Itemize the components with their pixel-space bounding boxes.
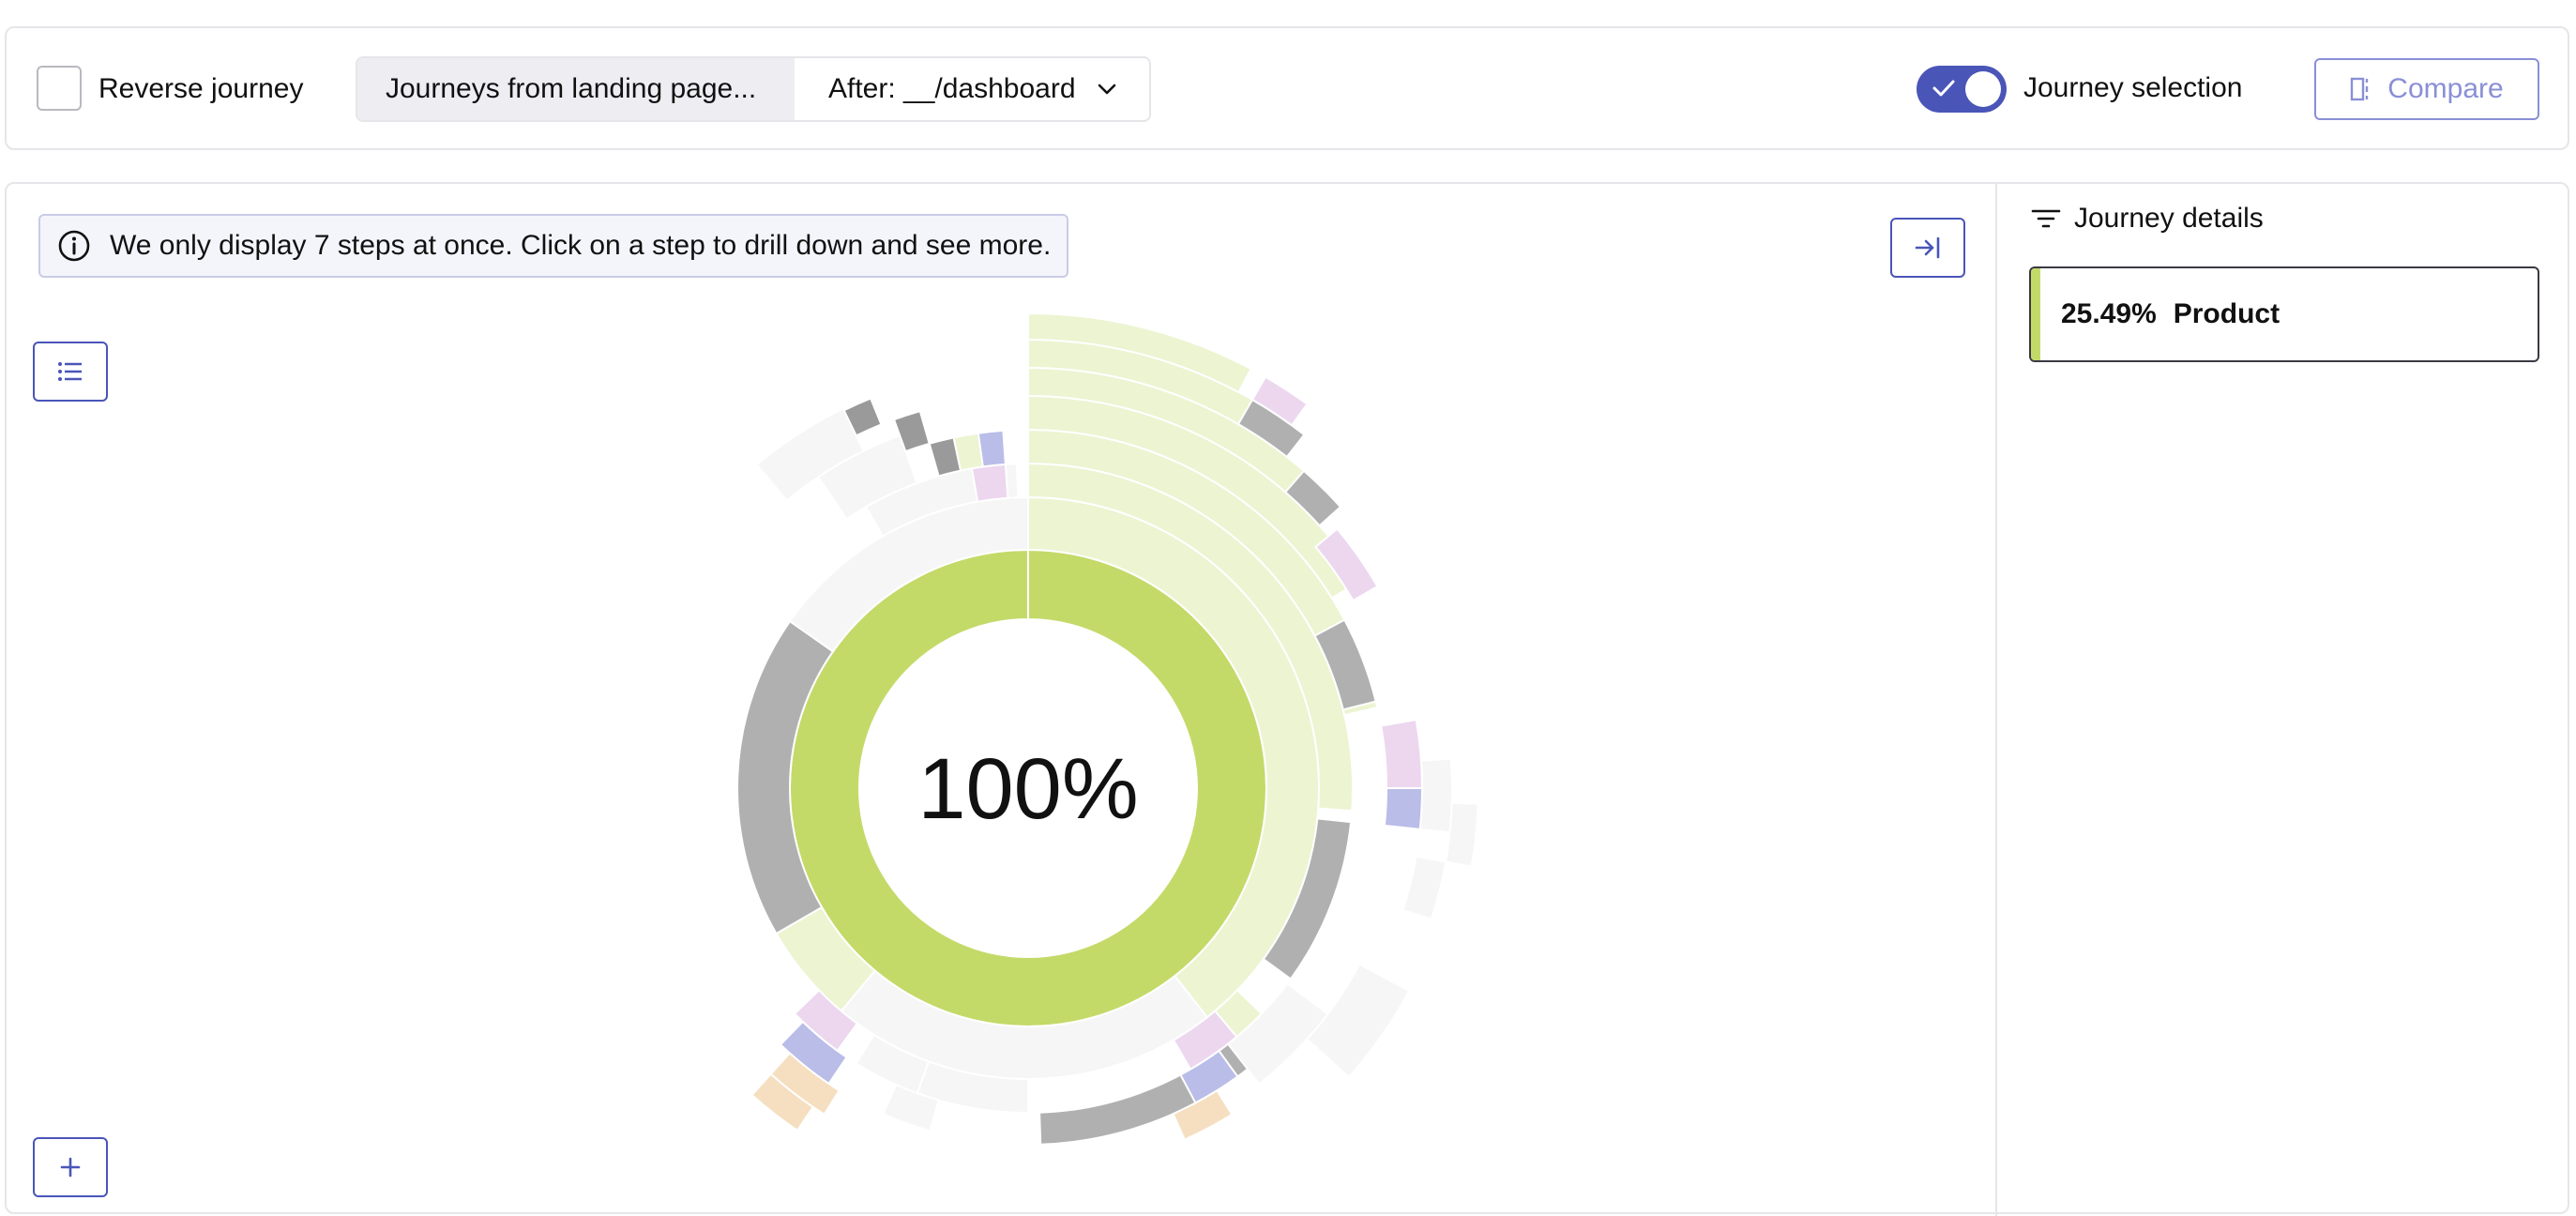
- detail-name: Product: [2173, 298, 2281, 329]
- journey-selection-toggle[interactable]: [1917, 66, 2007, 113]
- sunburst-segment[interactable]: [882, 1083, 940, 1132]
- info-banner: We only display 7 steps at once. Click o…: [38, 214, 1068, 278]
- collapse-panel-button[interactable]: [1890, 218, 1965, 278]
- reverse-journey-label: Reverse journey: [98, 73, 304, 104]
- info-text: We only display 7 steps at once. Click o…: [110, 230, 1052, 261]
- sunburst-segment[interactable]: [970, 463, 1009, 503]
- sunburst-segment[interactable]: [1383, 787, 1424, 831]
- sunburst-segment[interactable]: [1418, 757, 1453, 834]
- sunburst-center[interactable]: [859, 619, 1197, 957]
- sunburst-segment[interactable]: [1402, 855, 1447, 920]
- chevron-down-icon: [1098, 84, 1115, 95]
- journey-detail-card[interactable]: 25.49% Product: [2029, 266, 2539, 362]
- list-icon: [58, 362, 82, 381]
- journey-details-header: Journey details: [2031, 203, 2264, 235]
- check-icon: [1932, 80, 1955, 97]
- journey-source-label: Journeys from landing page...: [386, 73, 757, 104]
- sunburst-segment[interactable]: [1262, 817, 1353, 980]
- journey-source-selector: Journeys from landing page... After: __/…: [356, 56, 1151, 122]
- sunburst-segment[interactable]: [1179, 1049, 1239, 1104]
- sunburst-segment[interactable]: [1444, 801, 1479, 868]
- sunburst-segment[interactable]: [1314, 527, 1379, 602]
- sunburst-segment[interactable]: [1172, 1088, 1234, 1141]
- plus-icon: [60, 1157, 81, 1178]
- sunburst-rings: [736, 312, 1479, 1146]
- journey-sunburst[interactable]: 100%: [619, 281, 1557, 1193]
- sunburst-segment[interactable]: [977, 429, 1007, 468]
- sunburst-segment[interactable]: [892, 409, 931, 453]
- arrow-right-to-bar-icon: [1915, 236, 1940, 259]
- filter-icon: [2031, 209, 2061, 228]
- toggle-knob: [1965, 71, 2001, 107]
- sunburst-segment[interactable]: [750, 1072, 815, 1132]
- journey-details-title: Journey details: [2074, 203, 2264, 234]
- info-icon: [58, 230, 90, 262]
- journey-after-label: After: __/dashboard: [828, 73, 1076, 104]
- sunburst-segment[interactable]: [1250, 375, 1309, 427]
- zoom-in-button[interactable]: [33, 1137, 108, 1197]
- journey-after-dropdown[interactable]: After: __/dashboard: [795, 58, 1149, 120]
- sunburst-segment[interactable]: [1313, 618, 1377, 711]
- journey-source-option[interactable]: Journeys from landing page...: [357, 58, 795, 120]
- journey-toolbar: Reverse journey Journeys from landing pa…: [5, 26, 2569, 150]
- sunburst-segment[interactable]: [1380, 718, 1424, 789]
- panel-divider: [1995, 184, 1997, 1216]
- compare-button[interactable]: Compare: [2314, 58, 2539, 120]
- center-percent: 100%: [917, 741, 1138, 837]
- compare-label: Compare: [2387, 73, 2504, 104]
- sunburst-segment[interactable]: [1027, 312, 1252, 394]
- journey-selection-label: Journey selection: [2023, 72, 2243, 103]
- reverse-journey-checkbox[interactable]: [37, 66, 82, 111]
- sunburst-segment[interactable]: [1305, 963, 1411, 1079]
- sunburst-segment[interactable]: [1283, 469, 1342, 527]
- detail-percent: 25.49%: [2061, 298, 2157, 329]
- sunburst-segment[interactable]: [842, 397, 883, 437]
- sunburst-segment[interactable]: [1172, 1010, 1238, 1072]
- list-view-button[interactable]: [33, 342, 108, 402]
- split-panel-icon: [2351, 77, 2369, 101]
- detail-color-bar: [2031, 268, 2040, 360]
